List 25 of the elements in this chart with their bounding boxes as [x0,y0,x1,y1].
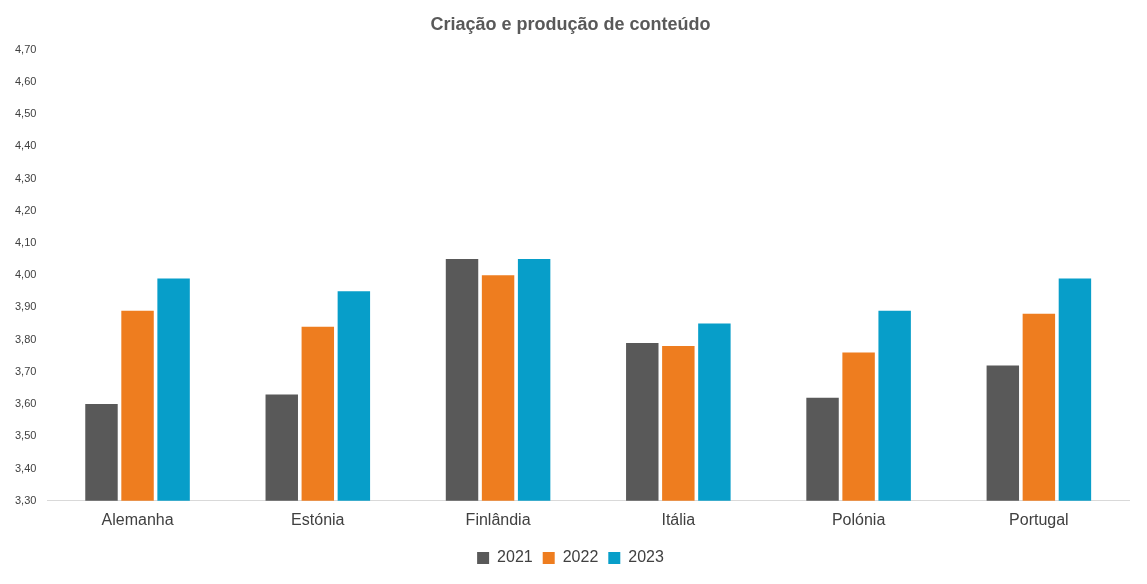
legend-label: 2021 [497,548,533,566]
y-tick-label: 4,40 [14,139,37,152]
x-tick-label: Itália [661,510,696,528]
y-tick-label: 3,40 [14,461,37,474]
y-tick-label: 3,80 [14,332,37,345]
y-tick-label: 4,60 [14,74,37,87]
y-tick-label: 3,70 [14,364,37,377]
x-tick-label: Finlândia [465,510,531,528]
y-tick-label: 4,30 [14,171,37,184]
y-tick-label: 3,90 [14,300,37,313]
y-tick-label: 4,10 [14,236,37,248]
legend-label: 2023 [628,548,664,566]
y-tick-label: 4,00 [14,268,37,281]
y-tick-label: 4,50 [14,107,37,120]
legend-label: 2022 [562,548,599,566]
x-tick-label: Alemanha [101,510,174,528]
x-tick-label: Portugal [1009,510,1069,528]
chart-title: Criação e produção de conteúdo [430,13,711,34]
y-tick-label: 4,20 [14,203,37,216]
y-tick-label: 3,60 [14,397,37,410]
x-tick-label: Polónia [831,510,886,528]
y-tick-label: 4,70 [14,42,37,55]
y-tick-label: 3,50 [14,429,37,442]
y-tick-label: 3,30 [14,493,37,506]
x-tick-label: Estónia [291,510,345,528]
